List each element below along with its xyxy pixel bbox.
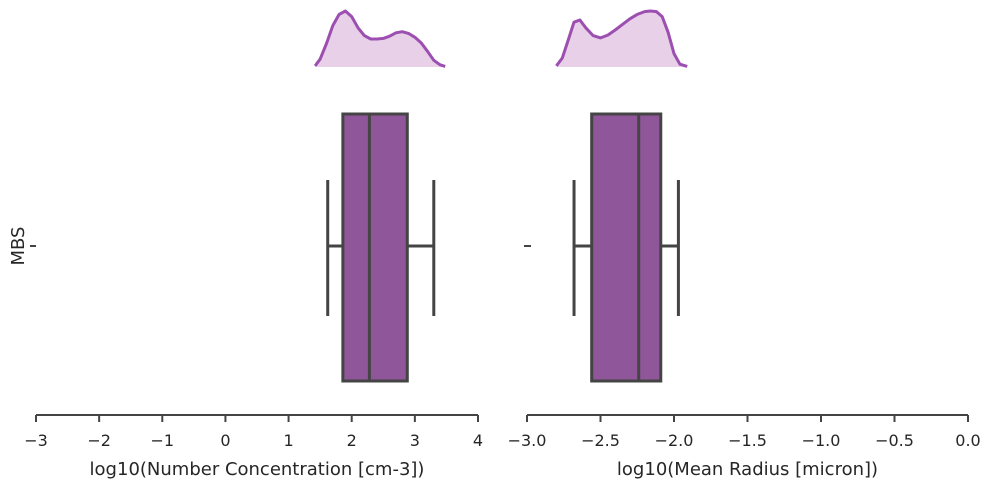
left-panel: −3 −2 −1 0 1 2 3 4 log10(Number Concentration [c… (24, 9, 483, 480)
panel0-x-tick-label: 3 (410, 431, 420, 450)
panel0-x-tick-label: 4 (473, 431, 483, 450)
panel1-x-axis-label: log10(Mean Radius [micron]) (617, 459, 878, 480)
panel0-box (341, 112, 409, 383)
panel0-density-line (313, 9, 446, 68)
panel1-x-tick-label: −2.5 (581, 431, 620, 450)
panel1-density-area (556, 11, 688, 67)
panel0-x-tick-label: −3 (24, 431, 48, 450)
right-panel: −3.0 −2.5 −2.0 −1.5 −1.0 −0.5 0.0 log10(Mean Ra… (508, 9, 981, 480)
panel1-x-tick-label: −1.5 (728, 431, 767, 450)
panel1-x-tick-label: −1.0 (802, 431, 841, 450)
panel0-x-tick-label: 2 (347, 431, 357, 450)
panel1-box (590, 112, 663, 383)
panel0-x-tick-label: 0 (220, 431, 230, 450)
panel0-x-tick-label: 1 (283, 431, 293, 450)
panel0-x-tick-label: −1 (150, 431, 174, 450)
panel1-density-line (555, 9, 688, 68)
panel0-x-tick-label: −2 (87, 431, 111, 450)
panel1-x-tick-label: 0.0 (955, 431, 980, 450)
panel1-x-tick-label: −3.0 (508, 431, 547, 450)
y-axis-label: MBS (8, 227, 29, 266)
panel0-x-axis-label: log10(Number Concentration [cm-3]) (90, 459, 425, 480)
panel1-x-tick-label: −0.5 (875, 431, 914, 450)
panel1-x-tick-label: −2.0 (655, 431, 694, 450)
